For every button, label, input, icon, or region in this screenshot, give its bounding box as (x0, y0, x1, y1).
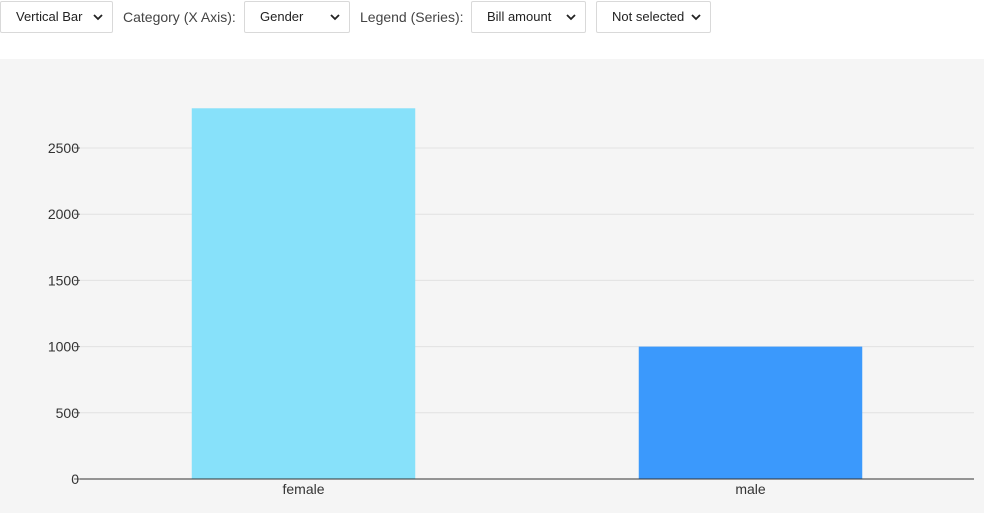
x-tick-label: female (282, 481, 324, 497)
y-tick-label: 0 (71, 471, 79, 487)
category-axis-select[interactable]: Gender (244, 1, 350, 33)
chart-toolbar: Vertical Bar Category (X Axis): Gender L… (0, 0, 984, 34)
x-tick-label: male (735, 481, 766, 497)
y-tick-label: 2000 (48, 206, 79, 222)
bar-male (638, 346, 863, 479)
y-tick-label: 500 (56, 405, 80, 421)
legend-series-value: Bill amount (487, 9, 552, 24)
legend-series-select[interactable]: Bill amount (471, 1, 586, 33)
chart-type-value: Vertical Bar (16, 9, 83, 24)
chart-panel: 0 500 1000 1500 2000 2500 female male (0, 59, 984, 513)
bar-female (191, 108, 416, 479)
secondary-series-value: Not selected (612, 9, 685, 24)
y-tick-label: 2500 (48, 140, 79, 156)
category-axis-label: Category (X Axis): (123, 9, 236, 25)
chevron-down-icon (330, 2, 340, 32)
chart-type-select[interactable]: Vertical Bar (0, 1, 113, 33)
chevron-down-icon (691, 2, 701, 32)
category-axis-value: Gender (260, 9, 304, 24)
bar-chart: 0 500 1000 1500 2000 2500 female male (48, 108, 974, 497)
legend-series-label: Legend (Series): (360, 9, 464, 25)
y-tick-label: 1500 (48, 272, 79, 288)
chevron-down-icon (93, 2, 103, 32)
secondary-series-select[interactable]: Not selected (596, 1, 711, 33)
chevron-down-icon (566, 2, 576, 32)
y-tick-label: 1000 (48, 339, 79, 355)
